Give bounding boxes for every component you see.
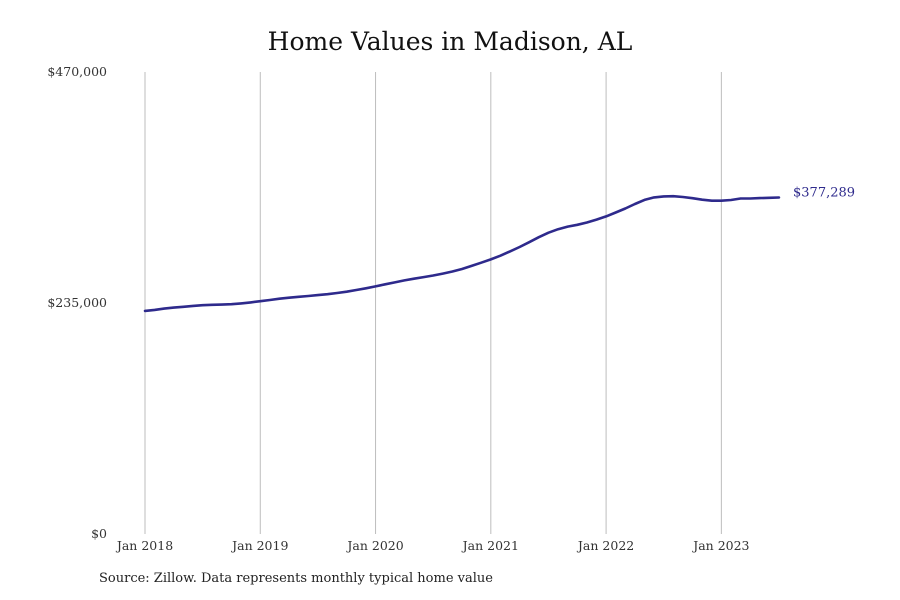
x-tick-label: Jan 2019: [230, 538, 288, 553]
series-line: [143, 194, 781, 313]
end-value-label: $377,289: [793, 186, 855, 201]
y-tick-label: $0: [91, 526, 107, 541]
y-tick-label: $235,000: [47, 295, 107, 310]
x-tick-label: Jan 2022: [576, 538, 634, 553]
x-tick-label: Jan 2018: [115, 538, 173, 553]
x-tick-label: Jan 2020: [345, 538, 403, 553]
y-tick-label: $470,000: [47, 64, 107, 79]
series-layer: [143, 194, 781, 313]
y-axis-tick-labels: $0 $235,000 $470,000: [47, 64, 107, 541]
source-note: Source: Zillow. Data represents monthly …: [99, 571, 493, 586]
end-label-layer: $377,289: [793, 186, 855, 201]
x-axis-tick-labels: Jan 2018 Jan 2019 Jan 2020 Jan 2021 Jan 2022…: [115, 538, 750, 553]
x-tick-label: Jan 2023: [691, 538, 749, 553]
chart-title: Home Values in Madison, AL: [267, 27, 633, 56]
x-tick-label: Jan 2021: [461, 538, 519, 553]
grid-lines: [144, 72, 722, 534]
